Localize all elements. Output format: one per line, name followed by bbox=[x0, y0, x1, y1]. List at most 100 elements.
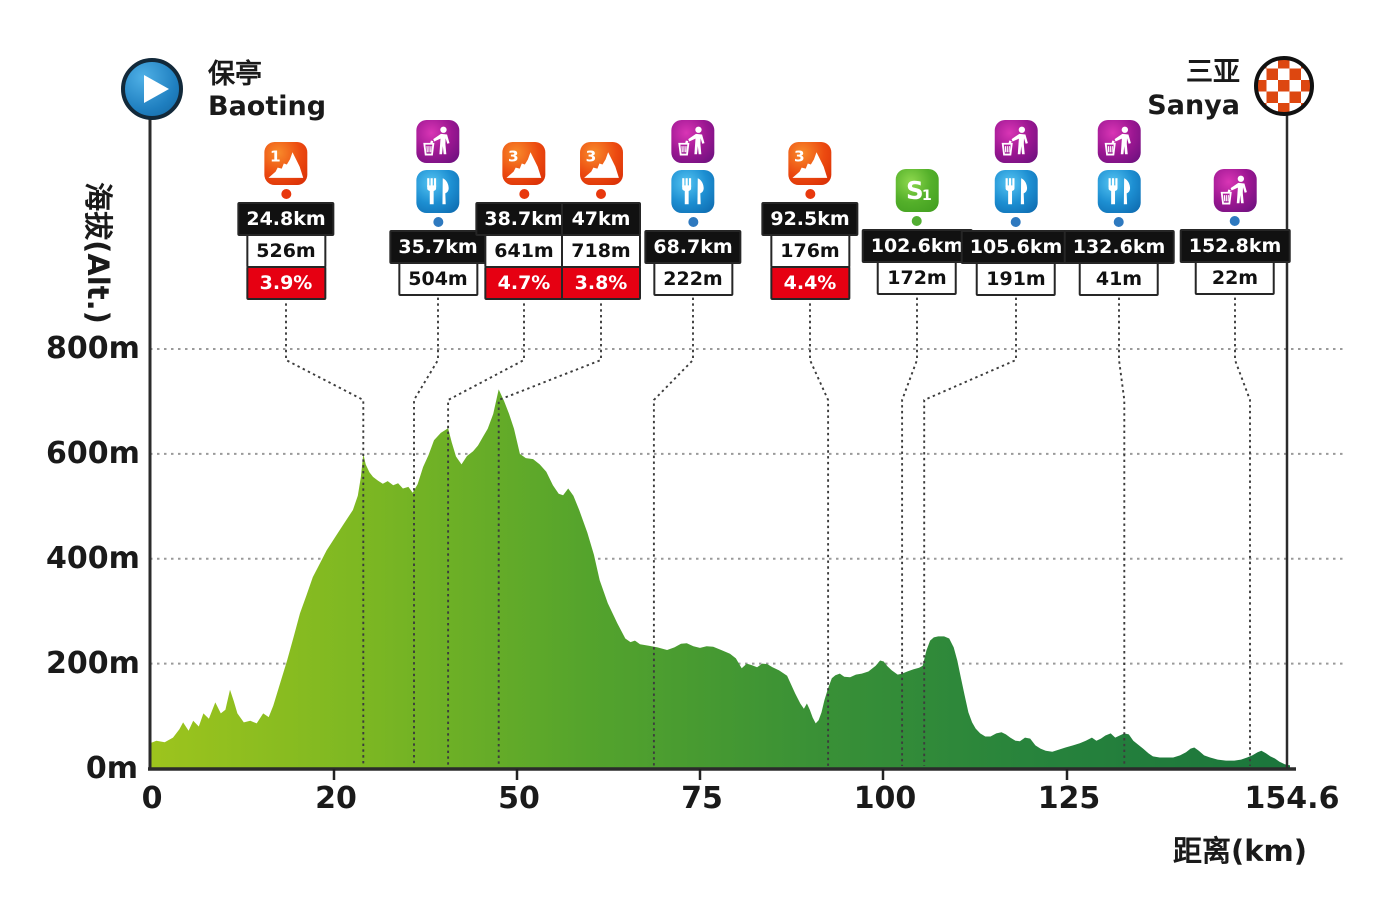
marker-label-box: 38.7km 641m 4.7% bbox=[475, 202, 573, 300]
marker-dot bbox=[596, 189, 606, 199]
checkered-flag-icon bbox=[1254, 56, 1314, 116]
x-axis-tick-label: 0 bbox=[141, 781, 163, 816]
x-axis-tick-label: 50 bbox=[498, 781, 540, 816]
feed-zone-icon bbox=[1097, 170, 1141, 213]
feed-zone-icon bbox=[994, 170, 1038, 213]
finish-marker bbox=[1254, 56, 1314, 116]
feed-marker-105.6km: 105.6km 191m bbox=[960, 119, 1072, 296]
marker-altitude-label: 172m bbox=[876, 261, 957, 295]
x-axis-tick-label: 125 bbox=[1037, 781, 1101, 816]
marker-km-label: 24.8km bbox=[237, 202, 335, 236]
feed-zone-icon bbox=[416, 170, 460, 213]
marker-km-label: 68.7km bbox=[644, 230, 742, 264]
leader-line-38.7km bbox=[447, 286, 525, 766]
leader-line-152.8km bbox=[1234, 286, 1251, 766]
marker-dot bbox=[1229, 216, 1240, 226]
marker-dot bbox=[281, 189, 291, 199]
marker-altitude-label: 222m bbox=[653, 262, 733, 296]
marker-dot bbox=[911, 216, 922, 226]
marker-altitude-label: 718m bbox=[561, 234, 641, 268]
climb-marker-24.8km: 1 24.8km 526m 3.9% bbox=[237, 141, 335, 300]
leader-line-102.6km bbox=[901, 286, 918, 766]
svg-text:3: 3 bbox=[794, 147, 805, 165]
marker-icons: 3 bbox=[788, 141, 833, 186]
waste-zone-icon bbox=[416, 120, 460, 163]
climb-marker-47km: 3 47km 718m 3.8% bbox=[561, 141, 641, 300]
leader-line-92.5km bbox=[809, 286, 830, 766]
marker-km-label: 92.5km bbox=[761, 202, 859, 236]
marker-km-label: 132.6km bbox=[1063, 230, 1175, 264]
marker-label-box: 132.6km 41m bbox=[1063, 230, 1175, 296]
sprint-marker-102.6km: S 1 102.6km 172m bbox=[861, 168, 973, 295]
feed-marker-35.7km: 35.7km 504m bbox=[389, 119, 487, 296]
marker-km-label: 38.7km bbox=[475, 202, 573, 236]
climb-cat-3-icon: 3 bbox=[579, 142, 623, 185]
feed-zone-icon bbox=[671, 170, 715, 213]
marker-dot bbox=[433, 217, 443, 227]
marker-altitude-label: 176m bbox=[770, 234, 850, 268]
svg-text:3: 3 bbox=[508, 147, 519, 165]
feed-marker-132.6km: 132.6km 41m bbox=[1063, 119, 1175, 296]
x-axis-title: 距离(km) bbox=[1172, 834, 1307, 868]
marker-label-box: 35.7km 504m bbox=[389, 230, 487, 296]
marker-icons: 1 bbox=[264, 141, 309, 186]
marker-label-box: 152.8km 22m bbox=[1179, 229, 1291, 295]
svg-text:3: 3 bbox=[585, 147, 596, 165]
marker-altitude-label: 526m bbox=[246, 234, 326, 268]
gridlines bbox=[150, 348, 1345, 665]
marker-gradient-label: 4.4% bbox=[770, 266, 850, 300]
y-axis-tick-label: 600m bbox=[46, 435, 140, 471]
x-axis-tick-label: 20 bbox=[315, 781, 357, 816]
x-axis-tick-label: 154.6 bbox=[1244, 781, 1340, 816]
waste-zone-icon bbox=[1097, 120, 1141, 163]
marker-icons bbox=[416, 119, 461, 214]
marker-label-box: 92.5km 176m 4.4% bbox=[761, 202, 859, 300]
marker-label-box: 47km 718m 3.8% bbox=[561, 202, 641, 300]
waste-marker-152.8km: 152.8km 22m bbox=[1179, 168, 1291, 295]
waste-zone-icon bbox=[994, 120, 1038, 163]
marker-icons: 3 bbox=[502, 141, 547, 186]
leader-line-68.7km bbox=[652, 286, 694, 766]
start-marker bbox=[121, 58, 183, 120]
marker-altitude-label: 641m bbox=[484, 234, 564, 268]
marker-label-box: 102.6km 172m bbox=[861, 229, 973, 295]
x-axis-tick-label: 75 bbox=[681, 781, 723, 816]
marker-km-label: 152.8km bbox=[1179, 229, 1291, 263]
marker-gradient-label: 3.8% bbox=[561, 266, 641, 300]
waste-zone-icon bbox=[671, 120, 715, 163]
marker-label-box: 68.7km 222m bbox=[644, 230, 742, 296]
climb-cat-3-icon: 3 bbox=[502, 142, 546, 185]
marker-dot bbox=[688, 217, 698, 227]
marker-altitude-label: 191m bbox=[975, 262, 1056, 296]
climb-cat-3-icon: 3 bbox=[788, 142, 832, 185]
finish-name-en: Sanya bbox=[1147, 90, 1240, 121]
marker-altitude-label: 41m bbox=[1078, 262, 1159, 296]
marker-dot bbox=[1113, 217, 1124, 227]
marker-icons bbox=[993, 119, 1038, 214]
marker-icons bbox=[1096, 119, 1141, 214]
climb-marker-38.7km: 3 38.7km 641m 4.7% bbox=[475, 141, 573, 300]
start-name-cn: 保亭 bbox=[208, 59, 262, 90]
leader-line-24.8km bbox=[285, 286, 365, 766]
climb-marker-92.5km: 3 92.5km 176m 4.4% bbox=[761, 141, 859, 300]
svg-text:1: 1 bbox=[922, 188, 932, 204]
marker-icons: 3 bbox=[579, 141, 624, 186]
marker-icons bbox=[1212, 168, 1257, 213]
leader-line-35.7km bbox=[413, 286, 439, 766]
marker-label-box: 105.6km 191m bbox=[960, 230, 1072, 296]
marker-gradient-label: 3.9% bbox=[246, 266, 326, 300]
leader-line-47km bbox=[497, 286, 602, 766]
axes bbox=[148, 90, 1296, 780]
y-axis-tick-label: 0m bbox=[85, 750, 138, 786]
y-axis-tick-label: 200m bbox=[46, 645, 140, 681]
y-axis-tick-label: 800m bbox=[46, 331, 140, 366]
feed-marker-68.7km: 68.7km 222m bbox=[644, 119, 742, 296]
leader-line-105.6km bbox=[923, 286, 1017, 766]
marker-leader-lines bbox=[285, 286, 1251, 766]
marker-label-box: 24.8km 526m 3.9% bbox=[237, 202, 335, 300]
marker-km-label: 105.6km bbox=[960, 230, 1072, 264]
marker-altitude-label: 504m bbox=[398, 262, 478, 296]
elevation-area bbox=[150, 389, 1290, 770]
